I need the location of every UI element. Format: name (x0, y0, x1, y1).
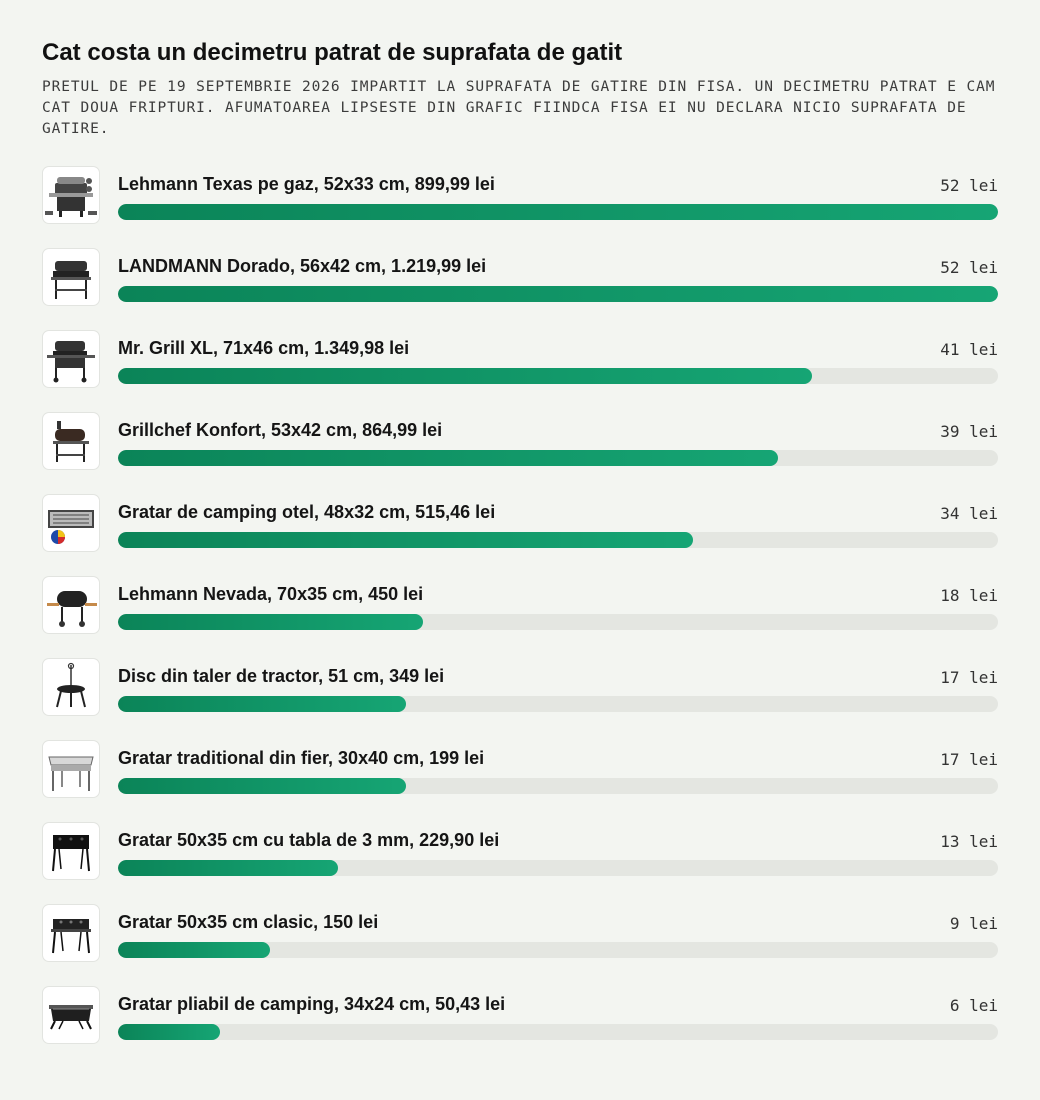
gas-grill-icon (42, 166, 100, 224)
bar-track (118, 368, 998, 384)
bar-track (118, 778, 998, 794)
bar-value-label: 18 lei (940, 586, 998, 605)
bar-row: Gratar 50x35 cm cu tabla de 3 mm, 229,90… (42, 822, 998, 904)
bar (118, 696, 406, 712)
bar-row: Lehmann Texas pe gaz, 52x33 cm, 899,99 l… (42, 166, 998, 248)
bar (118, 778, 406, 794)
bar-value-label: 34 lei (940, 504, 998, 523)
bar-value-label: 39 lei (940, 422, 998, 441)
bar-row: Mr. Grill XL, 71x46 cm, 1.349,98 lei 41 l… (42, 330, 998, 412)
bar-track (118, 614, 998, 630)
bar-row: Gratar de camping otel, 48x32 cm, 515,46… (42, 494, 998, 576)
bar-value-label: 17 lei (940, 750, 998, 769)
bar-value-label: 41 lei (940, 340, 998, 359)
charcoal-grill-xl-icon (42, 330, 100, 388)
bar-track (118, 450, 998, 466)
bar (118, 368, 812, 384)
bar-value-label: 6 lei (949, 996, 998, 1015)
bar-track (118, 1024, 998, 1040)
bar-track (118, 204, 998, 220)
barrel-grill-icon (42, 576, 100, 634)
bar (118, 286, 998, 302)
bar-value-label: 52 lei (940, 258, 998, 277)
grill-3mm-icon (42, 822, 100, 880)
traditional-grill-icon (42, 740, 100, 798)
bar-row: Lehmann Nevada, 70x35 cm, 450 lei 18 lei (42, 576, 998, 658)
disc-grill-icon (42, 658, 100, 716)
bar-label: Lehmann Nevada, 70x35 cm, 450 lei (118, 584, 424, 604)
bar-label: Grillchef Konfort, 53x42 cm, 864,99 lei (118, 420, 443, 440)
bar (118, 614, 423, 630)
smoker-grill-icon (42, 412, 100, 470)
camping-grill-icon (42, 494, 100, 552)
classic-grill-icon (42, 904, 100, 962)
chart-subtitle: PRETUL DE PE 19 SEPTEMBRIE 2026 IMPARTIT… (42, 79, 996, 137)
bar-track (118, 860, 998, 876)
bar-row: LANDMANN Dorado, 56x42 cm, 1.219,99 lei 5… (42, 248, 998, 330)
bar-track (118, 696, 998, 712)
bar-value-label: 13 lei (940, 832, 998, 851)
bar (118, 942, 271, 958)
chart-header: Cat costa un decimetru patrat de suprafa… (42, 38, 998, 140)
bar-label: Gratar 50x35 cm cu tabla de 3 mm, 229,90… (118, 830, 500, 850)
bar-label: Disc din taler de tractor, 51 cm, 349 le… (118, 666, 445, 686)
bar-row: Gratar traditional din fier, 30x40 cm, 1… (42, 740, 998, 822)
bar-label: Mr. Grill XL, 71x46 cm, 1.349,98 lei (118, 338, 410, 358)
bar (118, 532, 694, 548)
bar-label: Gratar 50x35 cm clasic, 150 lei (118, 912, 379, 932)
bar-track (118, 532, 998, 548)
bar-row: Gratar pliabil de camping, 34x24 cm, 50,… (42, 986, 998, 1068)
bar-track (118, 942, 998, 958)
charcoal-grill-icon (42, 248, 100, 306)
bar-label: LANDMANN Dorado, 56x42 cm, 1.219,99 lei (118, 256, 487, 276)
bar-row: Grillchef Konfort, 53x42 cm, 864,99 lei 3… (42, 412, 998, 494)
bar-chart: Lehmann Texas pe gaz, 52x33 cm, 899,99 l… (42, 166, 998, 1068)
bar (118, 860, 338, 876)
bar-value-label: 17 lei (940, 668, 998, 687)
bar-value-label: 9 lei (949, 914, 998, 933)
bar (118, 204, 998, 220)
bar-label: Lehmann Texas pe gaz, 52x33 cm, 899,99 l… (118, 174, 495, 194)
bar (118, 450, 778, 466)
bar-value-label: 52 lei (940, 176, 998, 195)
bar (118, 1024, 220, 1040)
bar-row: Disc din taler de tractor, 51 cm, 349 le… (42, 658, 998, 740)
chart-title: Cat costa un decimetru patrat de suprafa… (42, 39, 623, 66)
bar-label: Gratar pliabil de camping, 34x24 cm, 50,… (118, 994, 506, 1014)
bar-label: Gratar traditional din fier, 30x40 cm, 1… (118, 748, 485, 768)
bar-track (118, 286, 998, 302)
bar-label: Gratar de camping otel, 48x32 cm, 515,46… (118, 502, 496, 522)
bar-row: Gratar 50x35 cm clasic, 150 lei 9 lei (42, 904, 998, 986)
foldable-grill-icon (42, 986, 100, 1044)
